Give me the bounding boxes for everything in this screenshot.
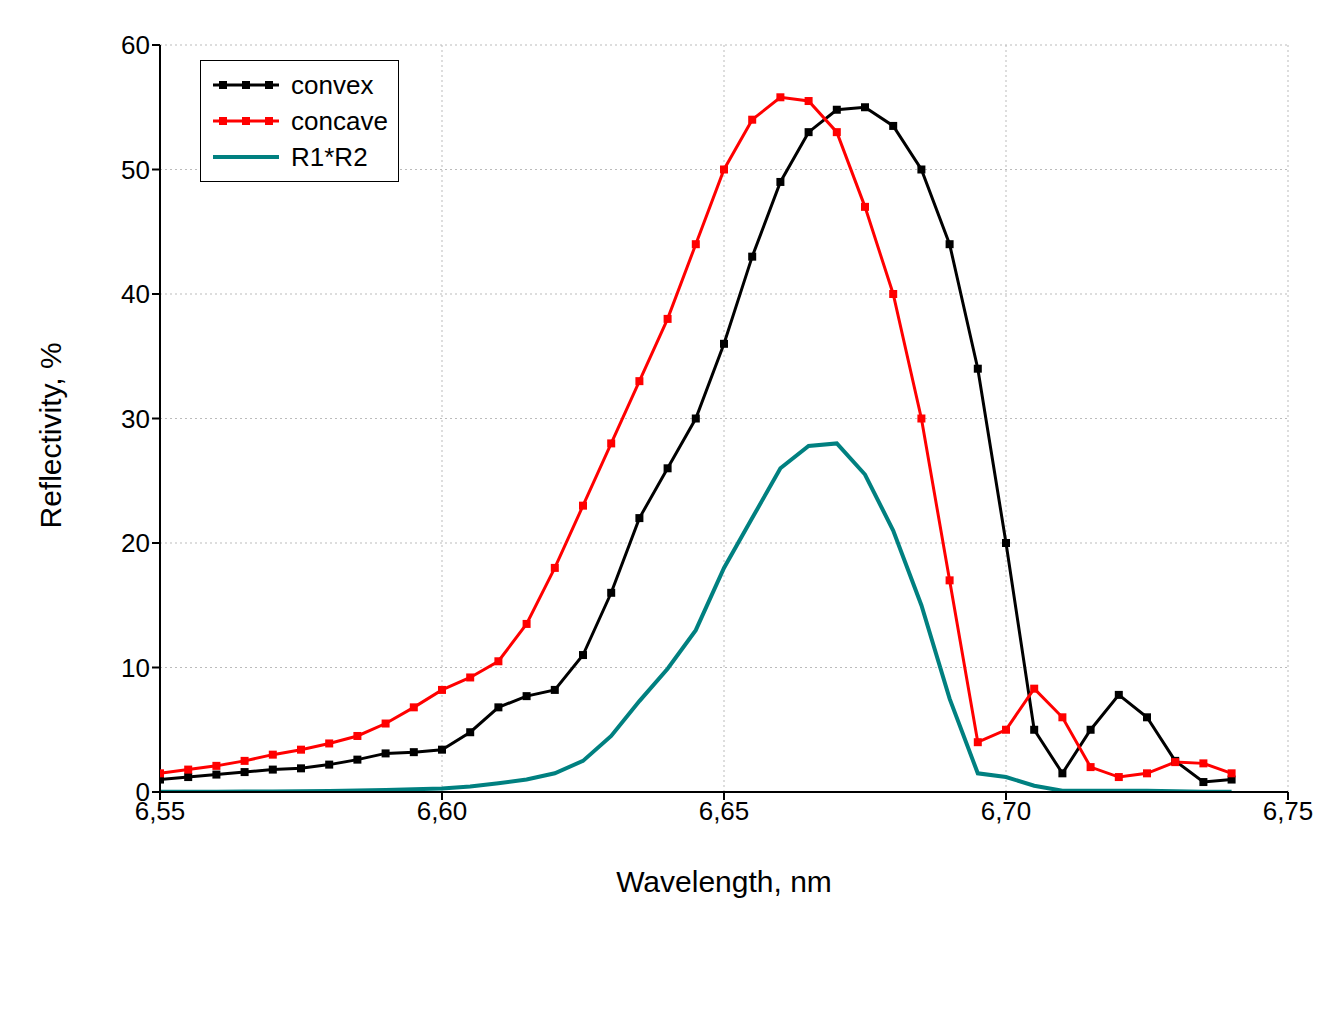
svg-text:0: 0	[136, 777, 150, 807]
svg-text:30: 30	[121, 404, 150, 434]
svg-text:20: 20	[121, 528, 150, 558]
svg-text:40: 40	[121, 279, 150, 309]
svg-text:6,60: 6,60	[417, 796, 468, 826]
svg-text:10: 10	[121, 653, 150, 683]
html-text:concave: concave	[291, 105, 388, 136]
html-text:convex: convex	[291, 69, 374, 100]
svg-text:6,55: 6,55	[134, 796, 186, 827]
html-text:R1*R2: R1*R2	[291, 141, 368, 172]
svg-text:Wavelength, nm: Wavelength, nm	[616, 865, 832, 898]
svg-text:50: 50	[121, 155, 150, 185]
svg-text:6,70: 6,70	[981, 796, 1032, 826]
svg-text:Reflectivity, %: Reflectivity, %	[34, 342, 67, 528]
svg-text:6,65: 6,65	[699, 796, 750, 826]
svg-text:6,75: 6,75	[1263, 796, 1314, 826]
svg-text:60: 60	[121, 30, 150, 60]
